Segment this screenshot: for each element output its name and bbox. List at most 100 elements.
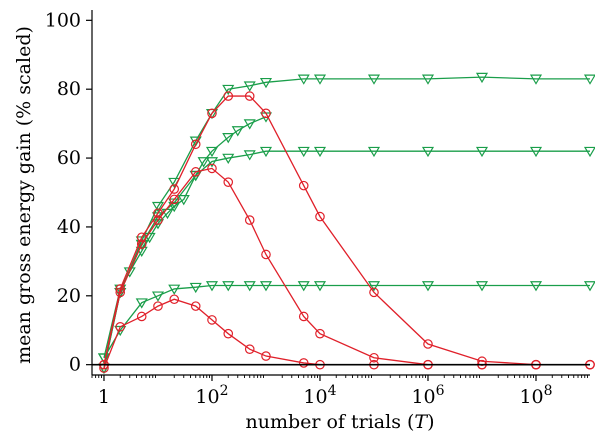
data-point	[190, 301, 201, 311]
y-tick-label: 40	[57, 216, 81, 238]
data-point	[529, 74, 543, 85]
series-red-5	[99, 163, 595, 370]
data-point	[169, 194, 180, 205]
x-tick-label: 1	[98, 386, 110, 408]
data-point	[297, 146, 310, 158]
data-point	[313, 74, 327, 85]
data-point	[421, 281, 435, 292]
data-point	[529, 146, 543, 158]
data-point	[298, 358, 309, 368]
data-point	[298, 311, 309, 322]
data-point	[222, 281, 235, 292]
data-point	[367, 146, 381, 158]
data-point	[475, 72, 489, 84]
y-tick-label: 0	[69, 354, 81, 376]
data-point	[168, 284, 181, 295]
data-point	[223, 91, 234, 101]
data-point	[190, 167, 201, 177]
x-tick-label: 104	[303, 383, 336, 408]
data-point	[151, 201, 165, 213]
data-point	[135, 246, 148, 257]
data-point	[207, 163, 217, 174]
data-point	[583, 281, 595, 292]
x-tick-label: 102	[195, 383, 228, 408]
data-point	[261, 108, 271, 119]
data-point	[369, 352, 379, 363]
data-point	[313, 281, 327, 292]
data-point	[223, 328, 234, 339]
data-point	[583, 146, 595, 158]
data-point	[475, 146, 489, 158]
data-point	[297, 281, 310, 292]
data-point	[153, 301, 163, 311]
data-point	[169, 294, 180, 305]
data-point	[189, 282, 202, 294]
data-point	[315, 211, 325, 222]
series-green-1	[97, 72, 595, 375]
data-point	[205, 157, 219, 168]
y-tick-label: 20	[57, 285, 81, 307]
data-point	[367, 74, 381, 85]
y-tick-label: 100	[45, 9, 81, 31]
series-red-4	[99, 91, 595, 370]
data-point	[115, 287, 126, 298]
data-point	[261, 351, 271, 361]
data-point	[153, 215, 163, 225]
data-point	[421, 74, 435, 85]
data-point	[207, 108, 217, 119]
data-point	[205, 146, 219, 158]
data-point	[190, 139, 201, 150]
series-green-3	[97, 281, 595, 364]
series-line	[103, 150, 590, 369]
series-line	[103, 95, 590, 366]
data-point	[177, 195, 190, 206]
data-point	[169, 184, 180, 194]
series-red-6	[99, 294, 595, 373]
data-point	[151, 291, 165, 302]
x-tick-label: 106	[411, 383, 444, 408]
data-point	[244, 215, 255, 225]
data-point	[136, 239, 147, 249]
data-point	[259, 146, 273, 158]
axes-layer: 0 20 40 60 80 100 1 102 104 106 108	[45, 9, 590, 408]
data-point	[197, 157, 210, 168]
data-point	[243, 81, 256, 92]
series-green-2	[97, 146, 595, 375]
data-point	[313, 146, 327, 158]
data-point	[367, 281, 381, 292]
data-point	[207, 315, 217, 325]
data-point	[369, 287, 379, 298]
data-point	[475, 281, 489, 292]
x-tick-label: 108	[519, 383, 552, 408]
series-line	[103, 284, 590, 359]
data-point	[583, 74, 595, 85]
data-point	[115, 321, 126, 332]
x-axis-title: number of trials (T)	[245, 411, 434, 433]
data-point	[135, 298, 148, 309]
data-point	[529, 281, 543, 292]
data-point	[244, 344, 255, 354]
data-point	[297, 74, 310, 85]
data-point	[136, 311, 147, 322]
data-point	[205, 281, 219, 292]
data-point	[222, 133, 235, 144]
data-point	[261, 249, 271, 260]
data-point	[298, 180, 309, 191]
series-line	[103, 167, 590, 366]
data-point	[243, 281, 256, 292]
data-point	[259, 281, 273, 292]
data-point	[259, 77, 273, 89]
data-point	[223, 177, 234, 187]
data-point	[97, 353, 111, 364]
y-tick-label: 80	[57, 78, 81, 100]
y-axis-title: mean gross energy gain (% scaled)	[13, 26, 35, 364]
data-point	[231, 126, 244, 137]
data-point	[222, 153, 235, 164]
data-point	[153, 208, 163, 218]
data-point	[244, 91, 255, 101]
series-line	[103, 116, 267, 358]
series-line	[103, 298, 590, 369]
data-point	[243, 119, 256, 130]
series-line	[103, 76, 590, 369]
